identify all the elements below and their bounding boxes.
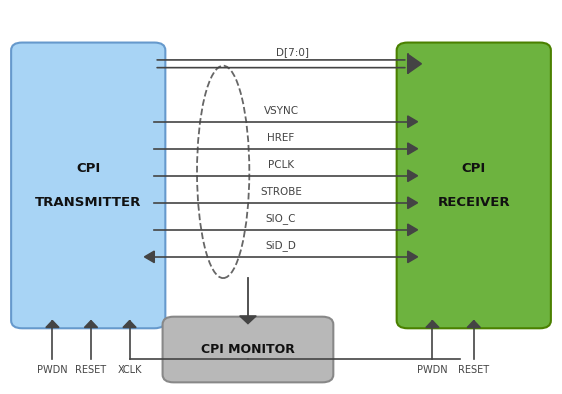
Polygon shape <box>407 170 418 182</box>
Polygon shape <box>407 224 418 236</box>
Text: TRANSMITTER: TRANSMITTER <box>35 196 142 209</box>
Text: VSYNC: VSYNC <box>264 106 298 115</box>
Text: CPI MONITOR: CPI MONITOR <box>201 343 295 356</box>
Text: D[7:0]: D[7:0] <box>275 47 309 57</box>
Text: PCLK: PCLK <box>268 160 294 169</box>
Polygon shape <box>239 316 256 323</box>
Polygon shape <box>46 321 59 327</box>
Polygon shape <box>407 197 418 208</box>
Text: CPI: CPI <box>76 162 101 175</box>
Polygon shape <box>407 251 418 263</box>
Text: PWDN: PWDN <box>417 365 448 375</box>
Polygon shape <box>407 116 418 128</box>
Text: SiD_D: SiD_D <box>266 240 296 251</box>
Text: CPI: CPI <box>461 162 486 175</box>
FancyBboxPatch shape <box>397 43 551 328</box>
FancyBboxPatch shape <box>11 43 165 328</box>
Text: RESET: RESET <box>75 365 107 375</box>
Polygon shape <box>426 321 439 327</box>
Polygon shape <box>407 54 422 73</box>
Text: RESET: RESET <box>458 365 490 375</box>
Text: RECEIVER: RECEIVER <box>437 196 510 209</box>
Text: SIO_C: SIO_C <box>266 213 296 224</box>
Text: HREF: HREF <box>268 132 294 143</box>
Polygon shape <box>467 321 481 327</box>
FancyBboxPatch shape <box>162 317 333 382</box>
Text: STROBE: STROBE <box>260 187 302 197</box>
Text: XCLK: XCLK <box>117 365 142 375</box>
Polygon shape <box>123 321 136 327</box>
Polygon shape <box>144 251 155 263</box>
Text: PWDN: PWDN <box>37 365 68 375</box>
Polygon shape <box>84 321 98 327</box>
Polygon shape <box>407 143 418 154</box>
